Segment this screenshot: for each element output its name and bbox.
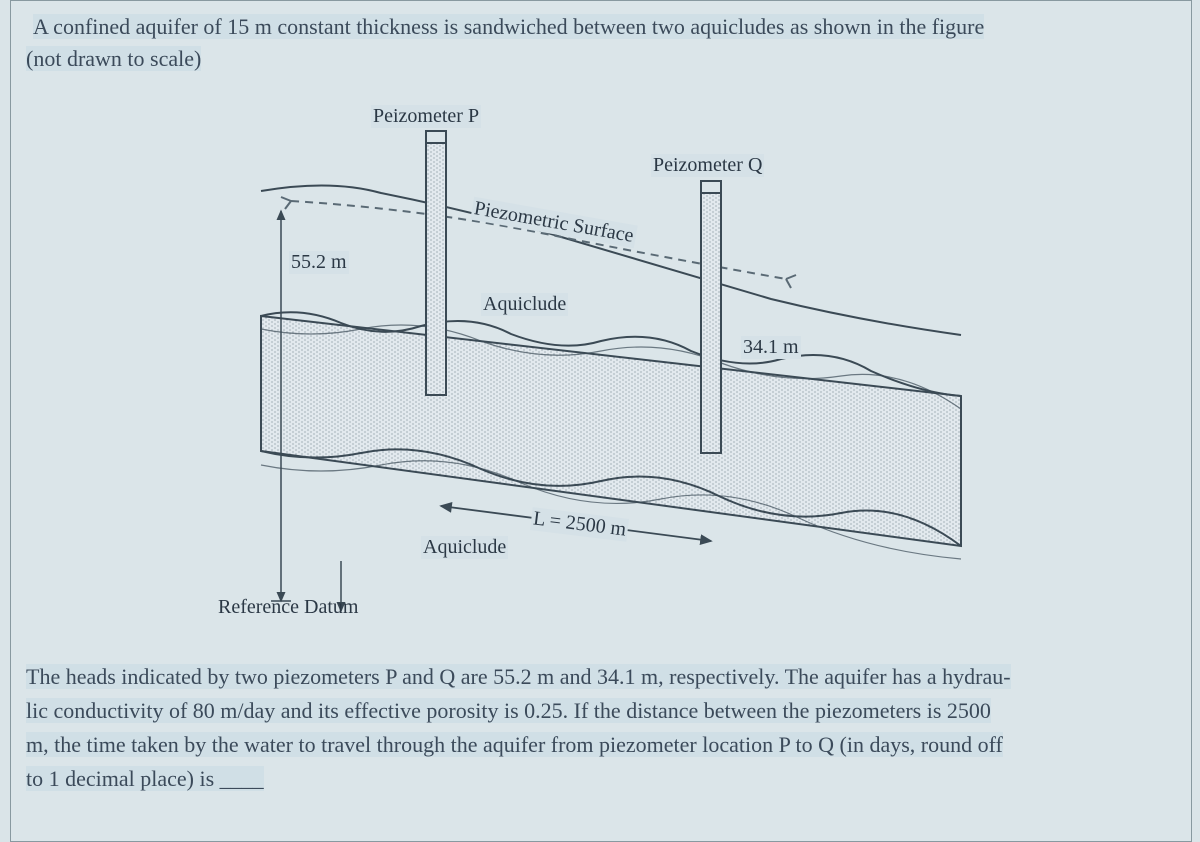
para-line1: The heads indicated by two piezometers P… <box>26 664 1011 689</box>
para-line3: m, the time taken by the water to travel… <box>26 732 1003 757</box>
label-aquiclude-top: Aquiclude <box>481 293 568 316</box>
para-line2: lic conductivity of 80 m/day and its eff… <box>26 698 991 723</box>
label-reference-datum: Reference Datum <box>216 596 360 619</box>
para-line4: to 1 decimal place) is ____ <box>26 766 264 791</box>
label-aquiclude-bottom: Aquiclude <box>421 536 508 559</box>
label-head-q: 34.1 m <box>741 336 801 359</box>
intro-line1: A confined aquifer of 15 m constant thic… <box>33 14 984 39</box>
label-peizometer-q: Peizometer Q <box>651 154 764 177</box>
label-head-p: 55.2 m <box>289 251 349 274</box>
intro-line2: (not drawn to scale) <box>26 46 201 71</box>
aquifer-figure: Peizometer P Peizometer Q Piezometric Su… <box>241 101 971 631</box>
label-peizometer-p: Peizometer P <box>371 105 481 128</box>
